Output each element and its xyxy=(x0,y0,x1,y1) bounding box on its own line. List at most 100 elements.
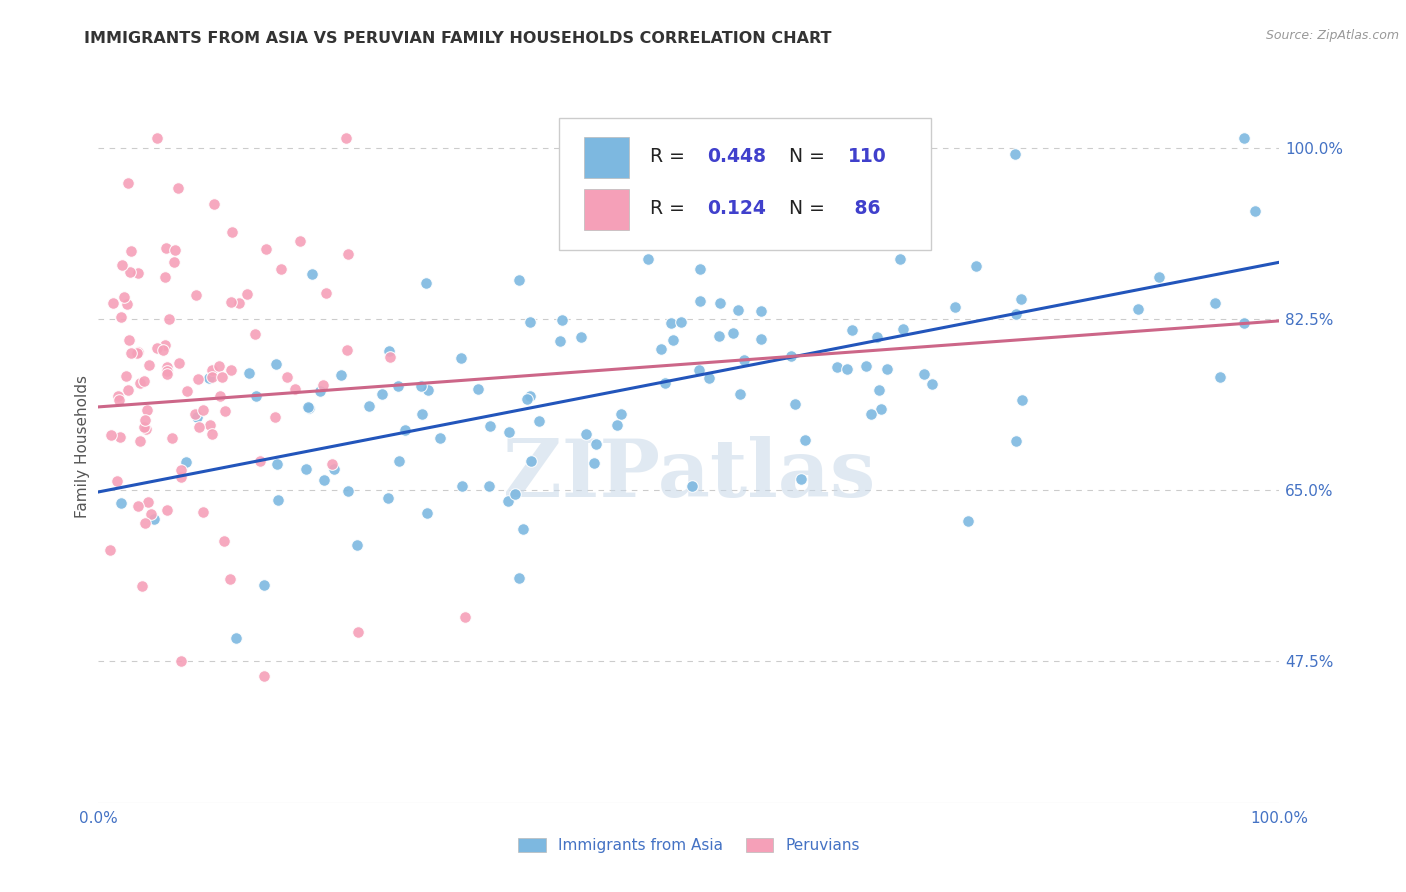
Point xyxy=(387,379,409,393)
Point xyxy=(110,310,132,324)
Point xyxy=(100,543,122,558)
Point xyxy=(498,425,520,439)
Point xyxy=(1149,269,1171,284)
Point xyxy=(912,367,935,381)
Point xyxy=(110,496,132,510)
Point xyxy=(359,399,381,413)
Point xyxy=(337,483,360,498)
Point xyxy=(143,512,166,526)
Point xyxy=(127,266,149,280)
Point xyxy=(301,267,323,281)
Point xyxy=(496,494,519,508)
Point xyxy=(152,343,174,357)
Point xyxy=(508,273,530,287)
Text: 0.448: 0.448 xyxy=(707,147,766,166)
Point xyxy=(170,462,193,476)
Point xyxy=(1126,302,1149,317)
Point xyxy=(120,264,142,278)
Point xyxy=(415,276,437,290)
Text: 86: 86 xyxy=(848,199,882,218)
Point xyxy=(371,387,394,401)
Point xyxy=(377,491,399,505)
Point xyxy=(416,506,439,520)
Point xyxy=(111,258,134,272)
Point xyxy=(156,360,179,375)
Point xyxy=(451,479,474,493)
Point xyxy=(529,414,551,428)
Point xyxy=(429,431,451,445)
Point xyxy=(876,362,898,376)
Point xyxy=(654,376,676,390)
Point xyxy=(146,131,169,145)
Point xyxy=(889,252,911,266)
Point xyxy=(749,332,772,346)
Point xyxy=(253,669,276,683)
Point xyxy=(170,654,193,668)
Point xyxy=(1244,204,1267,219)
Point xyxy=(112,290,135,304)
Point xyxy=(607,204,630,219)
Point xyxy=(508,572,530,586)
Point xyxy=(125,346,148,360)
Point xyxy=(336,246,359,260)
Point xyxy=(582,456,605,470)
Point xyxy=(866,330,889,344)
Point xyxy=(110,430,132,444)
Point xyxy=(225,631,247,645)
Point xyxy=(118,333,141,347)
Point xyxy=(835,362,858,376)
Point xyxy=(146,341,169,355)
Point xyxy=(519,315,541,329)
Point xyxy=(610,407,633,421)
Point xyxy=(198,418,221,433)
Point xyxy=(201,362,224,376)
Point xyxy=(156,368,179,382)
Point xyxy=(120,244,142,259)
Text: R =: R = xyxy=(650,147,690,166)
Point xyxy=(681,479,703,493)
Point xyxy=(548,334,571,348)
Point xyxy=(201,426,224,441)
Point xyxy=(165,244,187,258)
Point xyxy=(551,313,574,327)
Point xyxy=(637,252,659,267)
Point xyxy=(211,369,233,384)
Point xyxy=(267,492,290,507)
Point xyxy=(793,433,815,447)
Point xyxy=(208,359,231,373)
Point xyxy=(477,479,499,493)
Point xyxy=(346,538,368,552)
Point xyxy=(139,507,162,521)
Point xyxy=(214,404,236,418)
Legend: Immigrants from Asia, Peruvians: Immigrants from Asia, Peruvians xyxy=(512,832,866,859)
Point xyxy=(780,350,803,364)
Point xyxy=(394,423,416,437)
Point xyxy=(135,422,157,436)
Point xyxy=(132,420,155,434)
Point xyxy=(478,419,501,434)
Point xyxy=(519,389,541,403)
Point xyxy=(411,379,433,393)
Text: Source: ZipAtlas.com: Source: ZipAtlas.com xyxy=(1265,29,1399,42)
Point xyxy=(131,579,153,593)
Point xyxy=(249,454,271,468)
Point xyxy=(943,301,966,315)
Point xyxy=(336,343,359,358)
Point xyxy=(855,359,877,373)
Point xyxy=(312,378,335,392)
Point xyxy=(512,522,534,536)
Point xyxy=(103,295,125,310)
Point xyxy=(284,382,307,396)
Point xyxy=(243,326,266,341)
Point xyxy=(129,376,152,390)
Point xyxy=(347,624,370,639)
Point xyxy=(571,330,593,344)
Point xyxy=(575,427,598,442)
Text: R =: R = xyxy=(650,199,690,218)
Point xyxy=(730,387,752,401)
Point xyxy=(453,610,475,624)
Point xyxy=(212,534,235,549)
Point xyxy=(129,434,152,448)
Point xyxy=(115,297,138,311)
Point xyxy=(253,577,276,591)
